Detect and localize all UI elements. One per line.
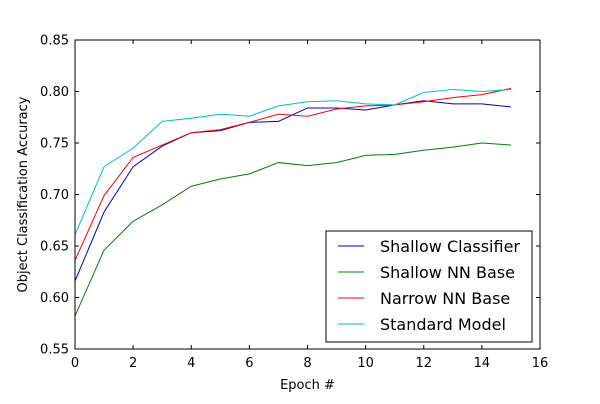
series-line-1 — [74, 142, 511, 317]
legend: Shallow Classifier Shallow NN Base Narrow … — [325, 230, 533, 343]
x-tick-label: 8 — [303, 356, 311, 371]
y-tick-label: 0.85 — [40, 34, 69, 49]
x-tick-label: 16 — [532, 356, 549, 371]
legend-items: Shallow Classifier Shallow NN Base Narrow … — [338, 237, 520, 334]
y-tick-label: 0.80 — [40, 85, 69, 100]
x-tick-label: 10 — [357, 356, 374, 371]
series-line-0 — [74, 100, 511, 282]
y-tick-label: 0.70 — [40, 188, 69, 203]
y-tick-label: 0.65 — [40, 240, 69, 255]
x-tick-label: 2 — [129, 356, 137, 371]
legend-label: Narrow NN Base — [380, 289, 510, 308]
y-tick-label: 0.55 — [40, 343, 69, 358]
x-tick-label: 6 — [245, 356, 253, 371]
series-layer — [74, 87, 512, 317]
y-tick-labels: 0.55 0.60 0.65 0.70 0.75 0.80 0.85 — [40, 34, 69, 358]
series-line-2 — [74, 87, 512, 261]
y-axis-label: Object Classification Accuracy — [16, 96, 31, 292]
legend-label: Shallow NN Base — [380, 263, 515, 282]
series-line-3 — [74, 88, 511, 235]
legend-label: Shallow Classifier — [380, 237, 520, 256]
x-tick-label: 4 — [187, 356, 195, 371]
x-tick-label: 14 — [474, 356, 491, 371]
x-tick-label: 0 — [71, 356, 79, 371]
axis-ticks — [74, 39, 541, 350]
y-tick-label: 0.75 — [40, 137, 69, 152]
y-tick-label: 0.60 — [40, 291, 69, 306]
x-tick-labels: 0 2 4 6 8 10 12 14 16 — [71, 356, 548, 371]
x-axis-label: Epoch # — [280, 378, 335, 393]
legend-label: Standard Model — [380, 315, 506, 334]
x-tick-label: 12 — [415, 356, 432, 371]
